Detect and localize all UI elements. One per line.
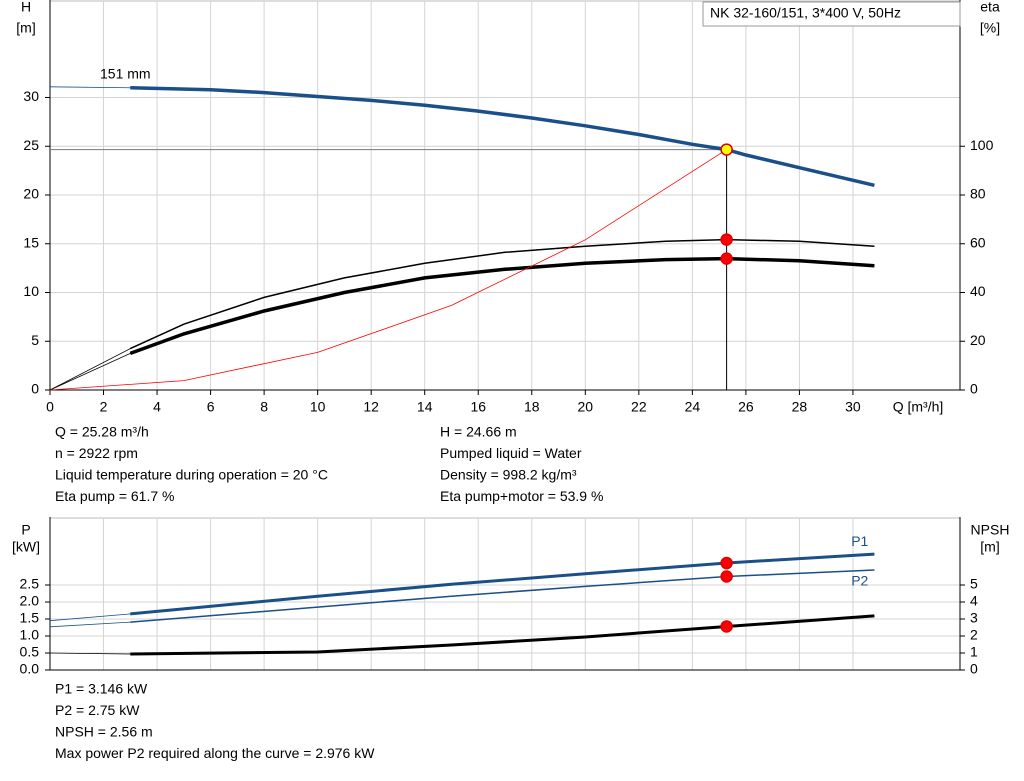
x-tick-label: 24 (685, 399, 701, 415)
y2-tick-label: 80 (970, 186, 986, 202)
y2-tick-label: 4 (970, 593, 978, 609)
series-line (130, 614, 875, 656)
x-tick-label: 18 (524, 399, 540, 415)
series-line-thin (49, 258, 875, 391)
info-text: H = 24.66 m (440, 424, 517, 440)
info-text: Liquid temperature during operation = 20… (55, 467, 328, 483)
y-tick-label: 0 (31, 381, 39, 397)
x-axis-label: Q [m³/h] (893, 399, 944, 415)
y2-tick-label: 5 (970, 576, 978, 592)
y-tick-label: 2.5 (20, 576, 40, 592)
y-tick-label: 15 (23, 234, 39, 250)
duty-point (720, 570, 733, 583)
x-tick-label: 10 (310, 399, 326, 415)
y2-axis-label: eta (980, 0, 1000, 15)
y2-tick-label: 2 (970, 627, 978, 643)
x-tick-label: 26 (738, 399, 754, 415)
series-line-thin (49, 615, 875, 655)
info-text: Max power P2 required along the curve = … (55, 745, 375, 761)
y2-tick-label: 0 (970, 661, 978, 677)
x-tick-label: 22 (631, 399, 647, 415)
duty-point (720, 556, 733, 570)
y2-tick-label: 100 (970, 137, 994, 153)
chart-title: NK 32-160/151, 3*400 V, 50Hz (710, 5, 901, 21)
x-tick-label: 0 (46, 399, 54, 415)
series-line (129, 238, 875, 350)
x-tick-label: 4 (153, 399, 161, 415)
duty-point (720, 252, 733, 265)
x-tick-label: 16 (470, 399, 486, 415)
series-line-thin (49, 86, 875, 186)
y-tick-label: 0.0 (20, 661, 40, 677)
series-line (130, 86, 875, 188)
info-text: Pumped liquid = Water (440, 445, 582, 461)
curve-label: P1 (851, 533, 868, 549)
x-tick-label: 8 (260, 399, 268, 415)
y-tick-label: 5 (31, 332, 39, 348)
series-line (130, 569, 875, 623)
y-tick-label: 0.5 (20, 644, 40, 660)
y2-tick-label: 20 (970, 332, 986, 348)
y-tick-label: 1.5 (20, 610, 40, 626)
info-text: n = 2922 rpm (55, 445, 138, 461)
y-axis-label: H (21, 0, 31, 15)
x-tick-label: 2 (100, 399, 108, 415)
info-text: P1 = 3.146 kW (55, 681, 148, 697)
x-tick-label: 20 (578, 399, 594, 415)
y-tick-label: 2.0 (20, 593, 40, 609)
y2-tick-label: 60 (970, 234, 986, 250)
y2-tick-label: 3 (970, 610, 978, 626)
y-axis-unit: [m] (16, 20, 35, 36)
title-box (702, 1, 961, 27)
duty-point (720, 620, 733, 633)
series-line-thin (49, 149, 727, 391)
y2-axis-unit: [%] (980, 20, 1000, 36)
y-tick-label: 10 (23, 283, 39, 299)
y-tick-label: 25 (23, 137, 39, 153)
y-tick-label: 20 (23, 186, 39, 202)
info-text: Density = 998.2 kg/m³ (440, 467, 577, 483)
y2-tick-label: 40 (970, 283, 986, 299)
series-line-thin (49, 239, 875, 391)
y2-tick-label: 1 (970, 644, 978, 660)
y2-axis-unit: [m] (980, 539, 999, 555)
y-tick-label: 30 (23, 88, 39, 104)
info-text: P2 = 2.75 kW (55, 702, 140, 718)
info-text: Eta pump = 61.7 % (55, 488, 174, 504)
info-text: Eta pump+motor = 53.9 % (440, 488, 603, 504)
x-tick-label: 30 (845, 399, 861, 415)
duty-point (720, 143, 733, 156)
series-line (130, 552, 875, 616)
x-tick-label: 12 (363, 399, 379, 415)
x-tick-label: 14 (417, 399, 433, 415)
plot-frame (49, 517, 961, 671)
curve-label: P2 (851, 573, 868, 589)
info-text: NPSH = 2.56 m (55, 724, 153, 740)
x-tick-label: 6 (207, 399, 215, 415)
info-text: Q = 25.28 m³/h (55, 424, 149, 440)
y-axis-label: P (21, 522, 30, 538)
x-tick-label: 28 (792, 399, 808, 415)
y2-tick-label: 0 (970, 381, 978, 397)
series-line (129, 256, 875, 356)
y2-axis-label: NPSH (971, 522, 1010, 538)
duty-point (720, 233, 733, 246)
curve-label: 151 mm (100, 65, 151, 81)
y-axis-unit: [kW] (12, 539, 40, 555)
y-tick-label: 1.0 (20, 627, 40, 643)
